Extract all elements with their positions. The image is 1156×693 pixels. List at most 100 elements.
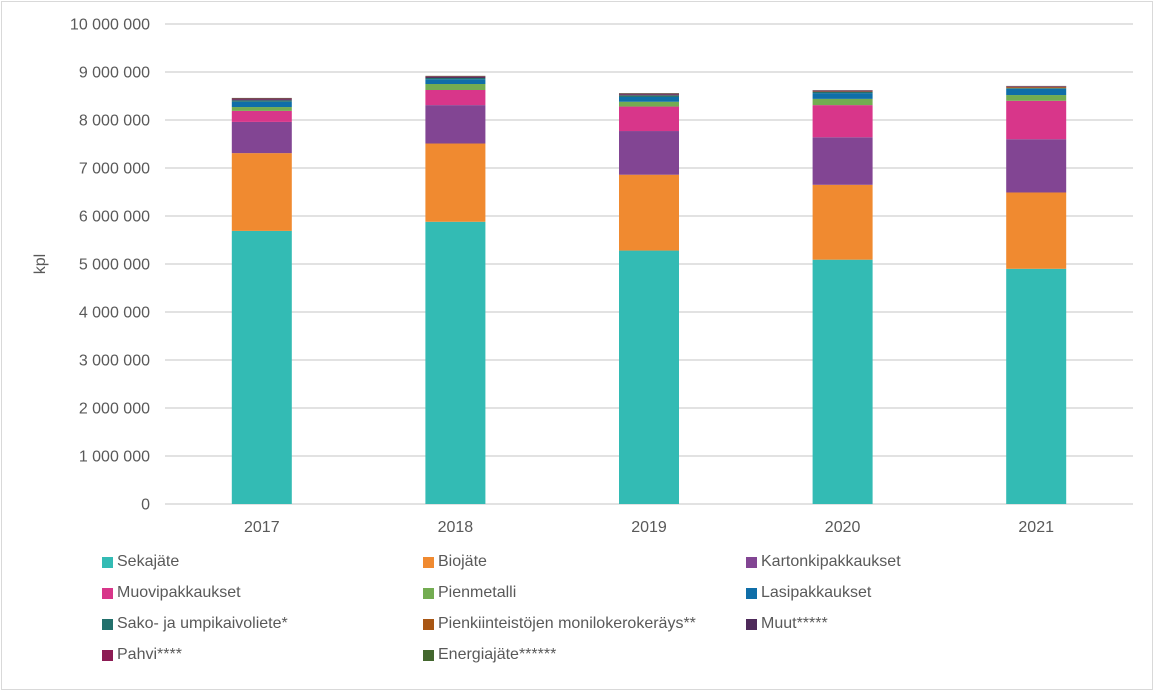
legend-swatch bbox=[102, 556, 113, 568]
legend-swatch bbox=[423, 556, 434, 568]
x-tick-label: 2019 bbox=[631, 519, 667, 536]
bar-segment-2 bbox=[1006, 139, 1067, 193]
legend-item: Muut***** bbox=[746, 615, 828, 633]
bar-segment-0 bbox=[1006, 268, 1067, 504]
bar-segment-6 bbox=[1006, 88, 1067, 89]
legend-label: Lasipakkaukset bbox=[761, 584, 872, 601]
x-tick-label: 2020 bbox=[825, 519, 861, 536]
bar-segment-3 bbox=[812, 105, 873, 138]
x-tick-label: 2021 bbox=[1018, 519, 1054, 536]
legend-label: Kartonkipakkaukset bbox=[761, 553, 901, 570]
bar-segment-2 bbox=[425, 105, 486, 144]
bar-segment-8 bbox=[425, 77, 486, 78]
legend-swatch bbox=[102, 649, 113, 661]
bar-segment-0 bbox=[812, 259, 873, 504]
legend-item: Pahvi**** bbox=[102, 646, 182, 664]
legend-label: Sekajäte bbox=[117, 553, 180, 570]
legend-item: Pienkiinteistöjen monilokerokeräys** bbox=[423, 615, 696, 633]
stacked-bar-chart: 0 1 000 000 2 000 000 3 000 000 4 000 000 5 0… bbox=[32, 17, 1133, 536]
legend-item: Kartonkipakkaukset bbox=[746, 553, 901, 571]
bar-segment-6 bbox=[231, 100, 292, 102]
bar-segment-5 bbox=[425, 79, 486, 84]
bar-segment-8 bbox=[231, 99, 292, 101]
y-tick-label: 1 000 000 bbox=[79, 449, 150, 466]
y-tick-label: 4 000 000 bbox=[79, 305, 150, 322]
bar-segment-2 bbox=[619, 131, 679, 175]
bar-segment-2 bbox=[231, 121, 292, 154]
bar-segment-2 bbox=[812, 137, 873, 185]
y-tick-label: 3 000 000 bbox=[79, 353, 150, 370]
y-axis-ticks: 0 1 000 000 2 000 000 3 000 000 4 000 000 5 0… bbox=[70, 17, 150, 514]
legend-label: Biojäte bbox=[438, 553, 487, 570]
legend-item: Energiajäte****** bbox=[423, 646, 556, 664]
bar-segment-5 bbox=[619, 96, 679, 102]
legend-swatch bbox=[746, 618, 757, 630]
y-tick-label: 7 000 000 bbox=[79, 161, 150, 178]
bar-segment-1 bbox=[619, 174, 679, 251]
bar-segment-8 bbox=[619, 94, 679, 96]
bar-segment-5 bbox=[812, 93, 873, 99]
y-tick-label: 9 000 000 bbox=[79, 65, 150, 82]
bar-segment-3 bbox=[619, 106, 679, 132]
legend-item: Sekajäte bbox=[102, 553, 179, 571]
legend-swatch bbox=[102, 618, 113, 630]
bar-segment-3 bbox=[231, 110, 292, 122]
legend-label: Muovipakkaukset bbox=[117, 584, 241, 601]
legend-swatch bbox=[423, 618, 434, 630]
bar-segment-9 bbox=[619, 93, 679, 95]
bar-segment-9 bbox=[425, 76, 486, 78]
y-tick-label: 6 000 000 bbox=[79, 209, 150, 226]
bar-segment-4 bbox=[812, 98, 873, 106]
legend-label: Pahvi**** bbox=[117, 646, 182, 663]
bar-segment-5 bbox=[231, 101, 292, 108]
bar-segment-3 bbox=[425, 90, 486, 106]
bar-segment-1 bbox=[425, 143, 486, 222]
bar-segment-4 bbox=[619, 101, 679, 107]
x-tick-label: 2018 bbox=[438, 519, 474, 536]
bar-segment-0 bbox=[231, 230, 292, 504]
bar-segment-8 bbox=[812, 90, 873, 92]
legend-swatch bbox=[746, 587, 757, 599]
y-tick-label: 10 000 000 bbox=[70, 17, 150, 34]
bar-segment-4 bbox=[231, 107, 292, 111]
legend-label: Sako- ja umpikaivoliete* bbox=[117, 615, 288, 632]
y-axis-label: kpl bbox=[32, 254, 49, 274]
legend-item: Biojäte bbox=[423, 553, 487, 571]
legend-label: Energiajäte****** bbox=[438, 646, 557, 663]
legend-label: Muut***** bbox=[761, 615, 828, 632]
bar-stack-2019 bbox=[619, 93, 679, 504]
bar-segment-5 bbox=[1006, 88, 1067, 96]
bar-segment-1 bbox=[1006, 192, 1067, 269]
bar-segment-6 bbox=[619, 95, 679, 97]
bar-segment-9 bbox=[231, 98, 292, 100]
y-tick-label: 0 bbox=[141, 497, 150, 514]
bar-segment-6 bbox=[812, 91, 873, 94]
legend-swatch bbox=[423, 587, 434, 599]
bar-segment-4 bbox=[1006, 95, 1067, 101]
x-tick-label: 2017 bbox=[244, 519, 280, 536]
bar-stack-2018 bbox=[425, 75, 486, 504]
legend-label: Pienkiinteistöjen monilokerokeräys** bbox=[438, 615, 696, 632]
legend-item: Muovipakkaukset bbox=[102, 584, 241, 602]
bar-segment-7 bbox=[1006, 87, 1067, 89]
legend-swatch bbox=[746, 556, 757, 568]
bar-segment-3 bbox=[1006, 100, 1067, 140]
legend-item: Sako- ja umpikaivoliete* bbox=[102, 615, 288, 633]
bar-segment-1 bbox=[812, 184, 873, 260]
x-axis-ticks: 2017 2018 2019 2020 2021 bbox=[244, 519, 1054, 536]
legend-swatch bbox=[423, 649, 434, 661]
bar-segment-0 bbox=[425, 221, 486, 504]
legend-item: Lasipakkaukset bbox=[746, 584, 871, 602]
bar-segment-4 bbox=[425, 84, 486, 90]
y-tick-label: 8 000 000 bbox=[79, 113, 150, 130]
bar-stack-2020 bbox=[812, 90, 873, 504]
y-tick-label: 5 000 000 bbox=[79, 257, 150, 274]
legend-swatch bbox=[102, 587, 113, 599]
bar-segment-0 bbox=[619, 250, 679, 504]
legend-item: Pienmetalli bbox=[423, 584, 516, 602]
y-tick-label: 2 000 000 bbox=[79, 401, 150, 418]
legend-label: Pienmetalli bbox=[438, 584, 517, 601]
bar-segment-1 bbox=[231, 153, 292, 231]
bar-segment-6 bbox=[425, 78, 486, 80]
